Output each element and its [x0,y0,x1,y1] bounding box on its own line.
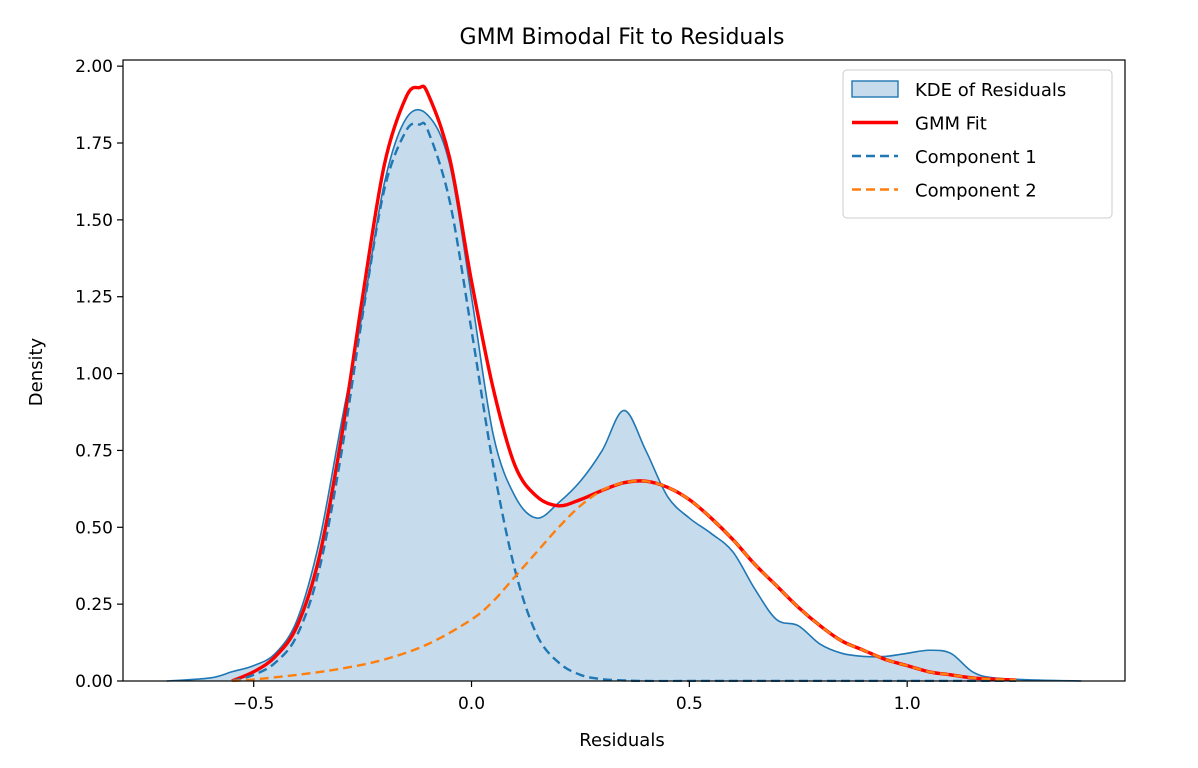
x-axis: −0.5 0.0 0.5 1.0 [233,681,921,714]
series-kde-of-residuals-area [166,109,1082,681]
series-component-2-line [231,479,1017,682]
legend: KDE of Residuals GMM Fit Component 1 Compon… [842,69,1113,219]
legend-component-1-label: Component 1 [915,147,1037,168]
y-tick-label: 1.00 [75,365,113,385]
series-kde-of-residuals-line [166,108,1082,682]
x-tick-label: 0.5 [676,694,703,714]
chart-title: GMM Bimodal Fit to Residuals [460,25,785,50]
x-tick-label: 1.0 [894,694,921,714]
x-tick-label: 0.0 [458,694,485,714]
y-tick-label: 1.25 [75,288,113,308]
legend-gmm-fit-label: GMM Fit [915,114,987,135]
legend-kde-of-residuals-label: KDE of Residuals [915,80,1066,101]
y-tick-label: 0.00 [75,672,113,692]
y-tick-label: 0.75 [75,441,113,461]
legend-component-2-label: Component 2 [915,181,1037,202]
y-tick-label: 0.25 [75,595,113,615]
y-tick-label: 0.50 [75,518,113,538]
y-axis: 0.00 0.25 0.50 0.75 1.00 1.25 1.50 1.75 2.00 [75,57,123,692]
x-tick-label: −0.5 [233,694,274,714]
plot-frame [122,59,1126,682]
y-tick-label: 2.00 [75,57,113,77]
y-axis-label: Density [26,337,47,406]
y-tick-label: 1.75 [75,134,113,154]
legend-frame [842,69,1113,219]
legend-kde-of-residuals-swatch [851,80,899,98]
x-axis-label: Residuals [579,730,664,751]
y-tick-label: 1.50 [75,211,113,231]
